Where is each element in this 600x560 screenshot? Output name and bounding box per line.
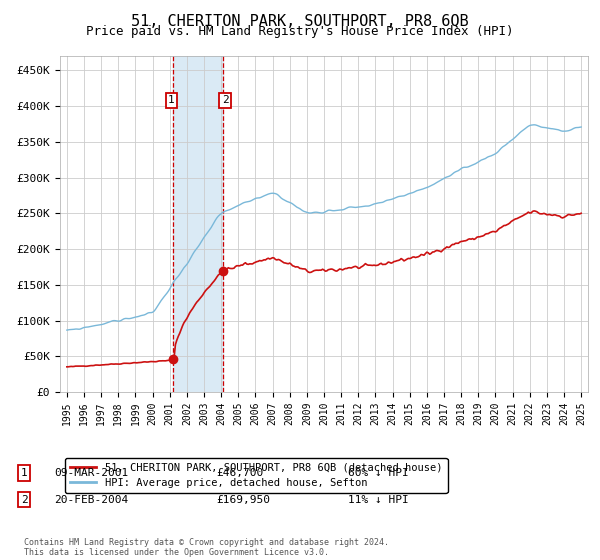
- Bar: [173, 56, 223, 392]
- Text: 1: 1: [20, 468, 28, 478]
- Text: £46,700: £46,700: [216, 468, 263, 478]
- Text: £169,950: £169,950: [216, 494, 270, 505]
- Text: Contains HM Land Registry data © Crown copyright and database right 2024.
This d: Contains HM Land Registry data © Crown c…: [24, 538, 389, 557]
- Text: 1: 1: [168, 95, 175, 105]
- Text: 20-FEB-2004: 20-FEB-2004: [54, 494, 128, 505]
- Text: 11% ↓ HPI: 11% ↓ HPI: [348, 494, 409, 505]
- Text: 2: 2: [222, 95, 229, 105]
- Text: 2: 2: [20, 494, 28, 505]
- Text: 51, CHERITON PARK, SOUTHPORT, PR8 6QB: 51, CHERITON PARK, SOUTHPORT, PR8 6QB: [131, 14, 469, 29]
- Text: 09-MAR-2001: 09-MAR-2001: [54, 468, 128, 478]
- Text: 60% ↓ HPI: 60% ↓ HPI: [348, 468, 409, 478]
- Legend: 51, CHERITON PARK, SOUTHPORT, PR8 6QB (detached house), HPI: Average price, deta: 51, CHERITON PARK, SOUTHPORT, PR8 6QB (d…: [65, 458, 448, 493]
- Text: Price paid vs. HM Land Registry's House Price Index (HPI): Price paid vs. HM Land Registry's House …: [86, 25, 514, 38]
